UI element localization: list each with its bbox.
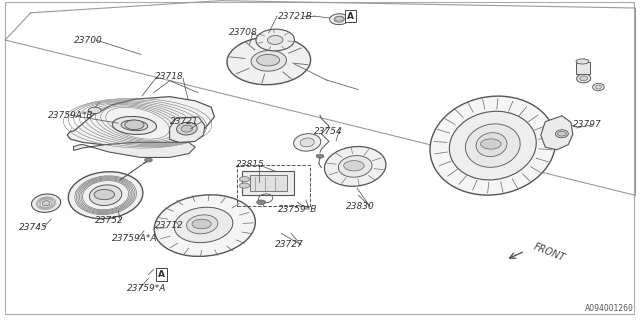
Polygon shape [74, 142, 195, 157]
Text: A: A [158, 270, 164, 279]
Circle shape [557, 132, 566, 136]
Text: 23759*A: 23759*A [127, 284, 166, 293]
Ellipse shape [576, 59, 589, 64]
Circle shape [335, 17, 344, 21]
Text: 23700: 23700 [74, 36, 102, 44]
Text: 23752: 23752 [95, 216, 124, 225]
Ellipse shape [251, 51, 287, 71]
Circle shape [344, 161, 364, 171]
Text: 23754: 23754 [314, 127, 342, 136]
Ellipse shape [256, 29, 294, 51]
Text: 23759A*B: 23759A*B [48, 111, 93, 120]
Polygon shape [67, 97, 214, 147]
Text: 23815: 23815 [236, 160, 264, 169]
Ellipse shape [324, 147, 386, 186]
Ellipse shape [112, 116, 157, 134]
Text: 23721: 23721 [170, 117, 198, 126]
Ellipse shape [339, 156, 372, 177]
Ellipse shape [330, 14, 349, 25]
Text: 23708: 23708 [229, 28, 258, 37]
Text: 23727: 23727 [275, 240, 304, 249]
Ellipse shape [90, 185, 122, 205]
Circle shape [94, 189, 115, 200]
Bar [237, 165, 310, 206]
Ellipse shape [580, 76, 588, 81]
Polygon shape [170, 117, 205, 142]
Text: 23797: 23797 [573, 120, 602, 129]
Bar [250, 175, 287, 191]
Ellipse shape [334, 16, 344, 22]
Ellipse shape [593, 84, 604, 91]
Polygon shape [541, 116, 573, 150]
Ellipse shape [556, 130, 568, 138]
Ellipse shape [476, 133, 507, 156]
Ellipse shape [300, 138, 314, 147]
Ellipse shape [227, 37, 310, 85]
Text: A094001260: A094001260 [585, 304, 634, 313]
Text: 23712: 23712 [155, 221, 184, 230]
Ellipse shape [465, 124, 520, 167]
Ellipse shape [595, 85, 602, 89]
Circle shape [88, 107, 101, 114]
Ellipse shape [177, 122, 197, 135]
Text: 23721B: 23721B [278, 12, 313, 20]
Circle shape [257, 200, 266, 204]
Ellipse shape [294, 134, 321, 151]
Circle shape [192, 219, 211, 229]
Ellipse shape [187, 215, 218, 234]
Circle shape [316, 154, 324, 158]
Text: 23759*B: 23759*B [278, 205, 318, 214]
Text: FRONT: FRONT [532, 241, 567, 263]
Ellipse shape [154, 195, 255, 256]
Ellipse shape [31, 194, 61, 212]
Circle shape [145, 158, 152, 162]
Text: 23718: 23718 [156, 72, 184, 81]
Ellipse shape [430, 96, 556, 195]
Ellipse shape [449, 111, 536, 180]
Circle shape [156, 271, 164, 275]
Text: 23759A*A: 23759A*A [112, 234, 157, 243]
Ellipse shape [174, 207, 233, 243]
Circle shape [239, 183, 250, 188]
Circle shape [257, 54, 280, 66]
Bar [242, 171, 294, 195]
Circle shape [125, 120, 144, 130]
Bar [576, 62, 590, 74]
Ellipse shape [181, 125, 193, 132]
Ellipse shape [268, 36, 283, 44]
Ellipse shape [68, 172, 143, 219]
Text: 23830: 23830 [346, 202, 374, 211]
Ellipse shape [121, 120, 148, 131]
Ellipse shape [577, 74, 591, 83]
Circle shape [481, 139, 501, 149]
Text: 23745: 23745 [19, 223, 48, 232]
Ellipse shape [42, 201, 50, 206]
Text: A: A [348, 12, 354, 20]
Circle shape [239, 177, 250, 182]
